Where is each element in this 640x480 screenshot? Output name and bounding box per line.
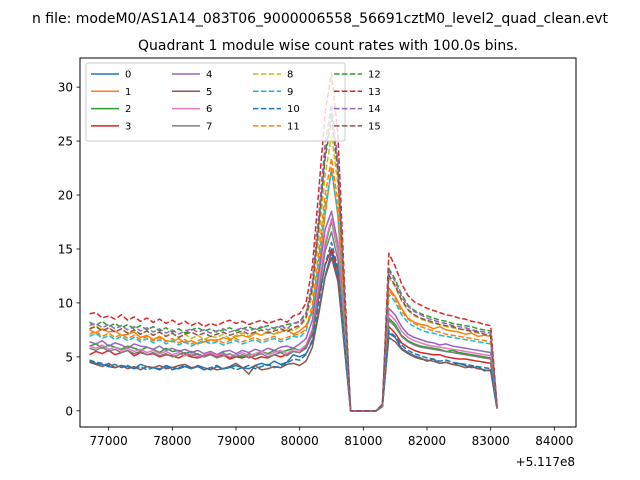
- x-tick-label: 77000: [90, 434, 128, 448]
- series-lines: [89, 72, 498, 412]
- y-tick-label: 0: [65, 404, 73, 418]
- x-tick-label: 78000: [153, 434, 191, 448]
- legend-label-2: 2: [125, 104, 131, 115]
- x-axis: 77000 78000 79000 80000 81000 82000 83000 84000: [90, 427, 573, 448]
- series-line-1: [89, 167, 498, 412]
- series-line-12: [89, 112, 498, 412]
- x-tick-label: 84000: [535, 434, 573, 448]
- series-line-11: [89, 157, 498, 412]
- axes-frame: [79, 57, 577, 428]
- y-axis: 0 5 10 15 20 25 30: [58, 81, 80, 418]
- series-line-6: [89, 218, 498, 412]
- series-line-7: [89, 230, 498, 412]
- x-tick-label: 79000: [217, 434, 255, 448]
- x-offset-label: +5.117e8: [516, 455, 575, 469]
- legend-label-12: 12: [368, 70, 381, 81]
- legend-label-3: 3: [125, 122, 131, 133]
- x-tick-label: 80000: [281, 434, 319, 448]
- legend-label-8: 8: [287, 70, 293, 81]
- series-line-8: [89, 133, 498, 412]
- legend-label-0: 0: [125, 70, 131, 81]
- legend-label-4: 4: [206, 70, 212, 81]
- legend-label-15: 15: [368, 122, 381, 133]
- series-line-9: [89, 170, 498, 412]
- legend-label-10: 10: [287, 104, 300, 115]
- series-line-10: [89, 241, 498, 412]
- legend-label-14: 14: [368, 104, 381, 115]
- y-tick-label: 30: [58, 81, 73, 95]
- series-line-4: [89, 210, 498, 412]
- figure-suptitle: n file: modeM0/AS1A14_083T06_9000006558_…: [32, 11, 609, 27]
- y-tick-label: 20: [58, 189, 73, 203]
- chart-title: Quadrant 1 module wise count rates with …: [138, 38, 518, 54]
- legend-label-5: 5: [206, 87, 212, 98]
- legend-label-1: 1: [125, 87, 131, 98]
- x-tick-label: 83000: [472, 434, 510, 448]
- y-tick-label: 25: [58, 135, 73, 149]
- y-tick-label: 5: [65, 350, 73, 364]
- y-tick-label: 15: [58, 242, 73, 256]
- series-line-5: [89, 256, 498, 412]
- legend-label-9: 9: [287, 87, 293, 98]
- y-tick-label: 10: [58, 296, 73, 310]
- legend-box: [85, 62, 346, 142]
- legend-label-6: 6: [206, 104, 212, 115]
- series-line-15: [89, 118, 498, 412]
- x-tick-label: 82000: [408, 434, 446, 448]
- legend-label-11: 11: [287, 122, 300, 133]
- series-line-13: [89, 72, 498, 412]
- series-line-14: [89, 103, 498, 412]
- legend-label-13: 13: [368, 87, 381, 98]
- x-tick-label: 81000: [344, 434, 382, 448]
- legend-label-7: 7: [206, 122, 212, 133]
